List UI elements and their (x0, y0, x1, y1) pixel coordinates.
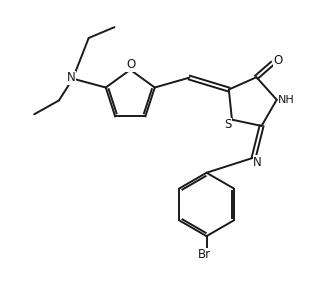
Text: O: O (274, 54, 283, 67)
Text: N: N (66, 71, 75, 84)
Text: O: O (127, 58, 136, 71)
Text: N: N (253, 156, 262, 169)
Text: NH: NH (278, 95, 295, 105)
Text: Br: Br (198, 249, 211, 261)
Text: S: S (224, 118, 232, 131)
